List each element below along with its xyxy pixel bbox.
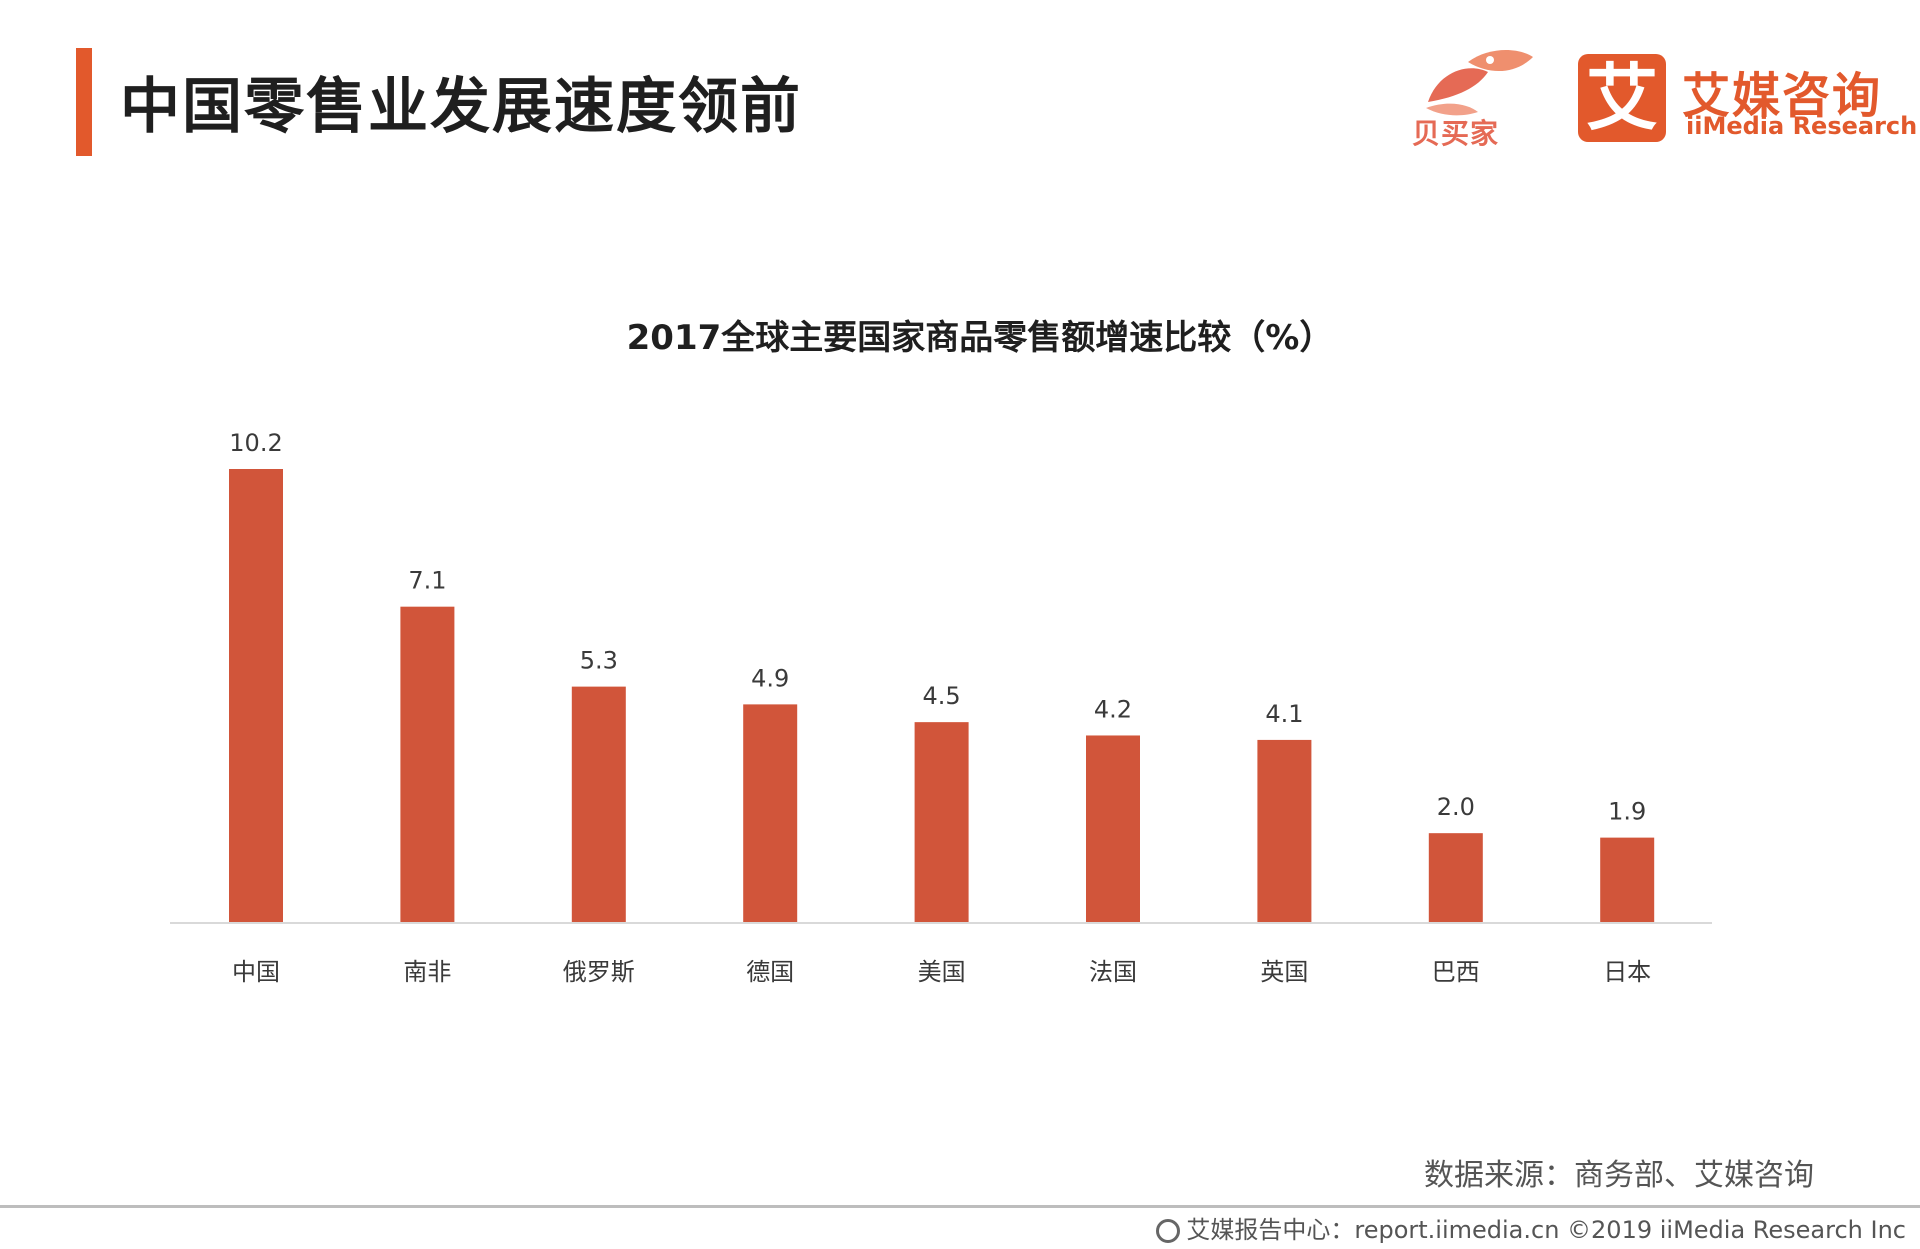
title-accent-bar	[76, 48, 92, 156]
beimaijia-logo-text: 贝买家	[1412, 117, 1500, 150]
bar-4	[914, 722, 969, 922]
bar-value-label: 1.9	[1608, 798, 1646, 826]
page-title: 中国零售业发展速度领前	[120, 72, 802, 142]
bar-3	[743, 704, 798, 922]
category-label: 日本	[1603, 958, 1651, 986]
bar-6	[1257, 739, 1312, 922]
bar-5	[1086, 735, 1140, 922]
bar-value-label: 5.3	[580, 647, 618, 675]
bar-value-label: 4.2	[1094, 695, 1132, 723]
category-label: 法国	[1089, 958, 1137, 986]
report-center-icon	[1156, 1219, 1181, 1243]
category-label: 美国	[918, 958, 966, 986]
bar-value-label: 10.2	[229, 429, 282, 457]
footer-copyright: 艾媒报告中心：report.iimedia.cn ©2019 iiMedia R…	[1156, 1210, 1906, 1245]
chart-title: 2017全球主要国家商品零售额增速比较（%）	[626, 318, 1334, 358]
category-label: 南非	[403, 958, 451, 986]
bar-value-label: 2.0	[1437, 793, 1475, 821]
beimaijia-logo-icon	[1426, 50, 1533, 116]
bar-1	[400, 606, 455, 922]
bar-value-label: 4.9	[751, 664, 789, 692]
category-label: 俄罗斯	[563, 958, 635, 986]
bar-0	[229, 469, 283, 922]
category-label: 德国	[746, 958, 794, 986]
category-label: 中国	[232, 958, 280, 986]
bar-2	[571, 686, 626, 922]
aimei-logo-name-cn: 艾媒咨询	[1682, 68, 1883, 124]
aimei-logo-icon: 艾	[1578, 54, 1666, 142]
footer-copyright-text: 艾媒报告中心：report.iimedia.cn ©2019 iiMedia R…	[1186, 1216, 1906, 1244]
bar-7	[1428, 833, 1483, 922]
bar-value-label: 4.5	[923, 682, 961, 710]
bar-8	[1600, 837, 1655, 922]
aimei-logo-name-en: iiMedia Research	[1686, 112, 1918, 140]
category-label: 巴西	[1432, 958, 1480, 986]
bar-value-label: 7.1	[408, 567, 446, 595]
source-note: 数据来源：商务部、艾媒咨询	[1424, 1158, 1814, 1193]
footer-divider	[0, 1205, 1920, 1208]
category-label: 英国	[1260, 958, 1308, 986]
bar-value-label: 4.1	[1265, 700, 1303, 728]
